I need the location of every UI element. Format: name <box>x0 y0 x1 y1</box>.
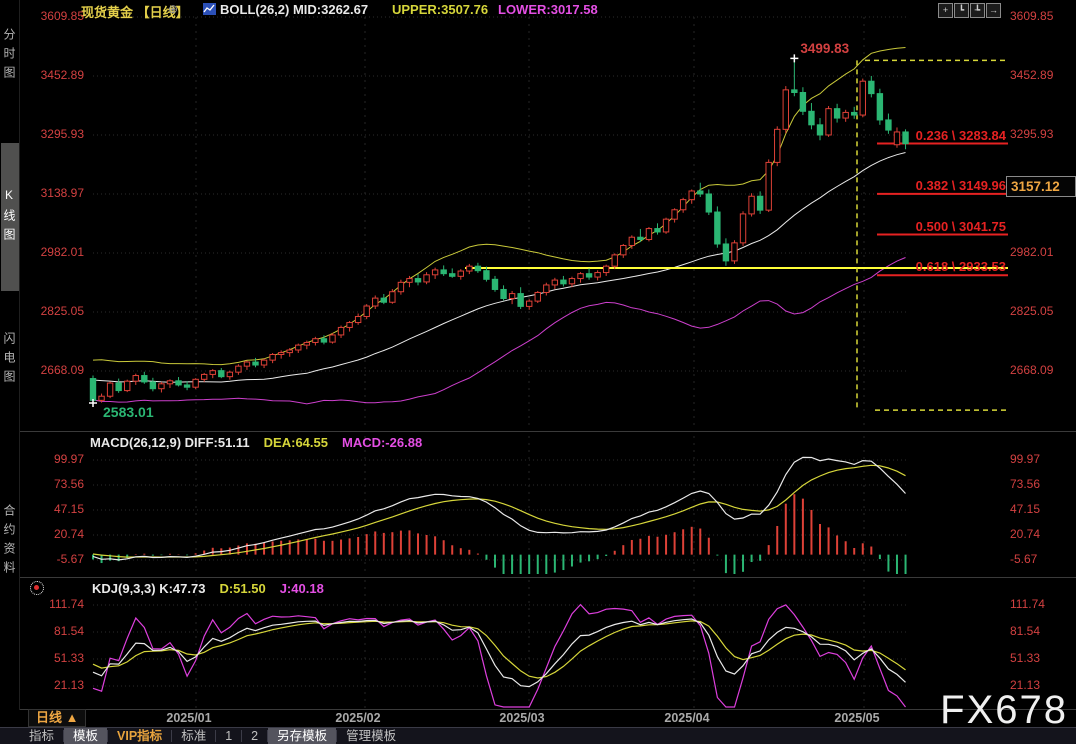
main-axis-left-label: 3452.89 <box>40 68 84 82</box>
main-axis-left-label: 3295.93 <box>40 127 84 141</box>
macd-axis-left-label: -5.67 <box>56 552 84 566</box>
main-axis-right-label: 2668.09 <box>1010 363 1054 377</box>
main-axis-right-label: 3295.93 <box>1010 127 1054 141</box>
watermark: FX678 <box>940 688 1068 732</box>
main-axis-left-label: 3138.97 <box>40 186 84 200</box>
bottom-tab-2[interactable]: 模板 <box>64 728 108 744</box>
macd-axis-left-label: 99.97 <box>53 452 84 466</box>
axis-zoom-icon[interactable]: ┺ <box>970 3 985 18</box>
high-price-label: 3499.83 <box>800 41 850 57</box>
kdj-k-value: KDJ(9,3,3) K:47.73 <box>92 581 206 596</box>
xaxis-month-label: 2025/05 <box>834 711 880 725</box>
axis-scale-icon[interactable]: ┗ <box>954 3 969 18</box>
bottom-tabbar: 指标 模板 VIP指标 标准 1 2 另存模板 管理模板 <box>0 727 1076 744</box>
macd-header: MACD(26,12,9) DIFF:51.11 DEA:64.55 MACD:… <box>90 435 422 450</box>
mini-chart-icon <box>203 3 216 15</box>
xaxis-month-label: 2025/02 <box>335 711 381 725</box>
kdj-svg[interactable] <box>20 578 1076 709</box>
boll-lower-value: LOWER:3017.58 <box>498 2 598 17</box>
bottom-tab-8[interactable]: 管理模板 <box>346 729 397 743</box>
fib-label-0.500: 0.500 \ 3041.75 <box>915 218 1006 234</box>
kdj-axis-left-label: 81.54 <box>53 624 84 638</box>
panel-divider <box>20 431 1076 432</box>
tab-separator <box>63 730 65 742</box>
kdj-axis-left-label: 111.74 <box>49 597 84 611</box>
xaxis-month-label: 2025/04 <box>664 711 710 725</box>
kdj-j-value: J:40.18 <box>279 581 324 596</box>
bottom-tab-7[interactable]: 另存模板 <box>268 728 337 744</box>
last-price-box: 3157.12 <box>1006 176 1076 198</box>
main-axis-left-label: 2825.05 <box>40 304 84 318</box>
main-axis-right-label: 3609.85 <box>1010 9 1054 23</box>
tab-separator <box>241 730 243 742</box>
panel-divider <box>20 709 1076 710</box>
kdj-header: KDJ(9,3,3) K:47.73 D:51.50 J:40.18 <box>92 581 324 596</box>
tab-separator <box>215 730 217 742</box>
kdj-settings-icon[interactable] <box>30 581 44 595</box>
bottom-tab-5[interactable]: 1 <box>225 729 233 743</box>
macd-diff-value: MACD(26,12,9) DIFF:51.11 <box>90 435 250 450</box>
main-chart-svg[interactable] <box>20 0 1076 431</box>
bottom-tab-3[interactable]: VIP指标 <box>117 729 163 743</box>
macd-axis-right-label: 47.15 <box>1010 502 1041 516</box>
sidebar-divider <box>19 0 20 710</box>
tab-separator <box>107 730 109 742</box>
symbol-title: 现货黄金 【日线】 <box>81 5 189 20</box>
expand-icon[interactable]: ⊕ <box>168 2 179 16</box>
period-selector[interactable]: 日线 ▲ <box>28 709 87 727</box>
macd-dea-value: DEA:64.55 <box>263 435 328 450</box>
crosshair-icon[interactable]: + <box>938 3 953 18</box>
kdj-axis-right-label: 81.54 <box>1010 624 1041 638</box>
bottom-tab-4[interactable]: 标准 <box>181 729 207 743</box>
xaxis-month-label: 2025/01 <box>166 711 212 725</box>
xaxis-month-label: 2025/03 <box>499 711 545 725</box>
fib-label-0.382: 0.382 \ 3149.96 <box>915 177 1006 193</box>
boll-upper-value: UPPER:3507.76 <box>392 2 489 17</box>
tab-separator <box>336 730 338 742</box>
sidebar-tab-timeshare[interactable]: 分时图 <box>2 27 16 85</box>
tab-separator <box>267 730 269 742</box>
macd-axis-left-label: 20.74 <box>53 527 84 541</box>
sidebar-tab-lightning[interactable]: 闪电图 <box>2 331 16 389</box>
kdj-axis-right-label: 51.33 <box>1010 651 1041 665</box>
main-axis-right-label: 2982.01 <box>1010 245 1054 259</box>
main-axis-left-label: 3609.85 <box>40 9 84 23</box>
macd-axis-right-label: 99.97 <box>1010 452 1041 466</box>
kdj-axis-right-label: 21.13 <box>1010 678 1041 692</box>
macd-axis-right-label: 73.56 <box>1010 477 1041 491</box>
bottom-tab-6[interactable]: 2 <box>251 729 259 743</box>
main-axis-left-label: 2668.09 <box>40 363 84 377</box>
main-axis-left-label: 2982.01 <box>40 245 84 259</box>
panel-divider <box>20 577 1076 578</box>
kdj-axis-right-label: 111.74 <box>1010 597 1045 611</box>
macd-svg[interactable] <box>20 432 1076 577</box>
fib-label-0.236: 0.236 \ 3283.84 <box>915 127 1006 143</box>
sidebar-tab-kline[interactable]: K线图 <box>1 143 19 291</box>
macd-axis-right-label: -5.67 <box>1010 552 1038 566</box>
main-axis-right-label: 2825.05 <box>1010 304 1054 318</box>
macd-hist-value: MACD:-26.88 <box>341 435 423 450</box>
tab-separator <box>171 730 173 742</box>
macd-axis-right-label: 20.74 <box>1010 527 1041 541</box>
kdj-axis-left-label: 51.33 <box>53 651 84 665</box>
fib-label-0.618: 0.618 \ 2933.53 <box>915 259 1006 275</box>
shift-right-icon[interactable]: → <box>986 3 1001 18</box>
kdj-axis-left-label: 21.13 <box>53 678 84 692</box>
kdj-d-value: D:51.50 <box>219 581 266 596</box>
bottom-tab-1[interactable]: 指标 <box>29 729 55 743</box>
boll-mid-value: BOLL(26,2) MID:3262.67 <box>220 2 369 17</box>
main-axis-right-label: 3452.89 <box>1010 68 1054 82</box>
macd-axis-left-label: 47.15 <box>53 502 84 516</box>
sidebar-tab-contract-info[interactable]: 合约资料 <box>2 504 16 580</box>
macd-axis-left-label: 73.56 <box>53 477 84 491</box>
low-price-label: 2583.01 <box>103 403 154 420</box>
